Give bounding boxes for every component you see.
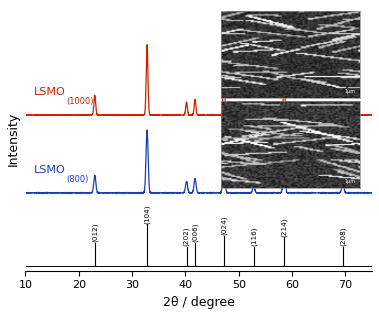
Y-axis label: Intensity: Intensity — [7, 112, 20, 166]
Text: (104): (104) — [144, 204, 150, 223]
Text: LSMO: LSMO — [33, 88, 65, 97]
Text: LSMO: LSMO — [33, 165, 65, 175]
Text: (1000): (1000) — [67, 97, 94, 106]
Text: (208): (208) — [340, 227, 346, 246]
Text: (006): (006) — [192, 223, 198, 242]
Text: (214): (214) — [281, 217, 287, 237]
X-axis label: 2θ / degree: 2θ / degree — [163, 296, 235, 309]
Text: (202): (202) — [183, 227, 190, 246]
Text: (012): (012) — [92, 223, 98, 242]
Text: (116): (116) — [251, 227, 257, 246]
Text: (024): (024) — [221, 215, 227, 235]
Text: (800): (800) — [67, 175, 89, 184]
